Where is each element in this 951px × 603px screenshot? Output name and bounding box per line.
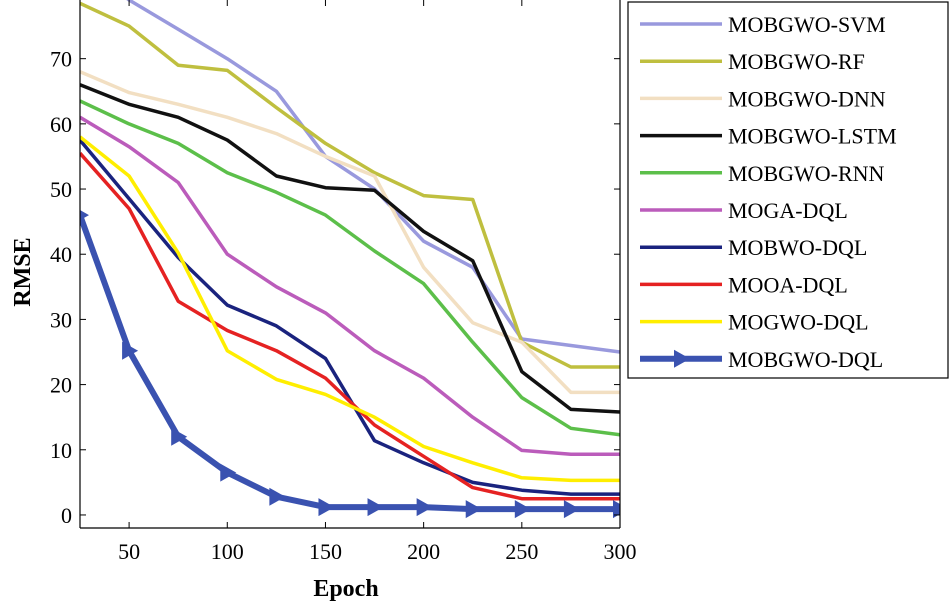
legend-label: MOBGWO-LSTM	[728, 124, 897, 149]
legend-marker	[674, 349, 690, 368]
legend-label: MOBGWO-RF	[728, 49, 865, 74]
x-tick-label: 300	[604, 539, 637, 564]
plot-area	[80, 0, 620, 519]
series-marker-mobgwo-dql	[269, 487, 286, 506]
series-marker-mobgwo-dql	[80, 210, 89, 221]
legend-label: MOGWO-DQL	[728, 310, 869, 335]
series-marker-mobgwo-dql	[122, 341, 139, 360]
legend-label: MOBGWO-SVM	[728, 12, 886, 37]
series-marker-mobgwo-dql	[318, 498, 335, 517]
series-marker-mobgwo-dql	[613, 500, 620, 519]
legend-label: MOOA-DQL	[728, 272, 848, 297]
y-tick-label: 70	[50, 47, 72, 72]
y-tick-label: 50	[50, 177, 72, 202]
legend-label: MOBGWO-RNN	[728, 161, 885, 186]
series-marker-mobgwo-dql	[514, 500, 531, 519]
y-tick-label: 30	[50, 307, 72, 332]
y-tick-label: 40	[50, 242, 72, 267]
y-tick-label: 60	[50, 112, 72, 137]
legend: MOBGWO-SVM MOBGWO-RF MOBGWO-DNN MOBGWO-LSTM…	[627, 1, 949, 379]
legend-box	[627, 1, 949, 379]
y-tick-label: 20	[50, 373, 72, 398]
x-tick-label: 200	[407, 539, 440, 564]
series-line-mobgwo-lstm	[80, 83, 620, 414]
series-marker-mobgwo-dql	[367, 498, 384, 517]
tick-labels: 50 100 150 200 250 300 0 10 20 30 40 50 60 70	[50, 47, 637, 564]
x-tick-label: 100	[211, 539, 244, 564]
series-marker-mobgwo-dql	[563, 500, 580, 519]
y-tick-label: 10	[50, 438, 72, 463]
series-line-mogwo-dql	[80, 135, 620, 483]
legend-label: MOBWO-DQL	[728, 235, 867, 260]
x-tick-label: 50	[118, 539, 140, 564]
series-marker-mobgwo-dql	[465, 500, 482, 519]
series-line-mobgwo-rf	[80, 1, 620, 369]
series-line-moga-dql	[80, 115, 620, 457]
series-marker-mobgwo-dql	[416, 498, 433, 517]
x-tick-label: 150	[309, 539, 342, 564]
x-axis-label: Epoch	[313, 576, 378, 602]
series-line-mobwo-dql	[80, 138, 620, 496]
series-line-mobgwo-dnn	[80, 70, 620, 395]
legend-label: MOBGWO-DQL	[728, 347, 883, 372]
series-marker-mobgwo-dql	[220, 463, 237, 482]
y-tick-label: 0	[61, 503, 72, 528]
x-tick-label: 250	[505, 539, 538, 564]
legend-label: MOGA-DQL	[728, 198, 848, 223]
legend-label: MOBGWO-DNN	[728, 86, 886, 111]
y-axis-label: RMSE	[10, 237, 36, 306]
series-line-mooa-dql	[80, 152, 620, 501]
series-line-mobgwo-rnn	[80, 99, 620, 437]
axes	[79, 0, 621, 529]
series-line-mobgwo-svm	[126, 0, 620, 354]
series-marker-mobgwo-dql	[171, 427, 188, 446]
